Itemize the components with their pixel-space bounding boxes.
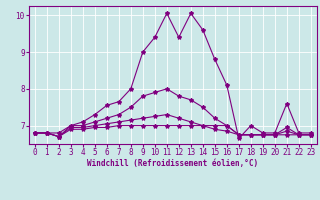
X-axis label: Windchill (Refroidissement éolien,°C): Windchill (Refroidissement éolien,°C) [87, 159, 258, 168]
